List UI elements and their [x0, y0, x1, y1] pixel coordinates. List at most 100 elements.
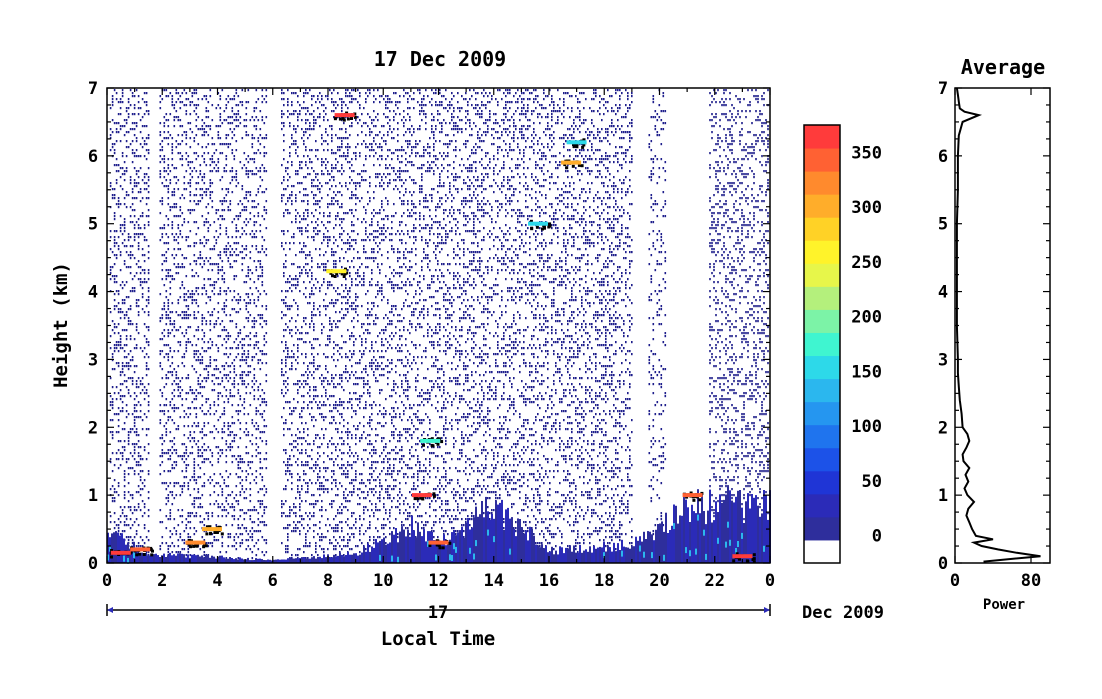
- noise-cell: [349, 401, 351, 404]
- noise-cell: [245, 134, 248, 137]
- noise-cell: [259, 167, 262, 170]
- noise-cell: [249, 332, 252, 335]
- noise-cell: [303, 143, 305, 146]
- noise-cell: [353, 491, 355, 494]
- noise-cell: [263, 137, 266, 140]
- noise-cell: [311, 515, 313, 518]
- noise-cell: [285, 242, 287, 245]
- noise-cell: [143, 269, 146, 272]
- noise-cell: [315, 395, 317, 398]
- noise-cell: [145, 458, 148, 461]
- noise-cell: [347, 188, 349, 191]
- noise-cell: [261, 353, 264, 356]
- noise-cell: [145, 536, 148, 539]
- noise-cell: [223, 209, 226, 212]
- noise-cell: [127, 536, 130, 539]
- noise-cell: [137, 332, 140, 335]
- noise-cell: [181, 509, 184, 512]
- noise-cell: [281, 200, 283, 203]
- noise-cell: [133, 473, 136, 476]
- noise-cell: [257, 275, 260, 278]
- noise-cell: [245, 113, 248, 116]
- noise-cell: [281, 362, 283, 365]
- noise-cell: [241, 89, 244, 92]
- noise-cell: [245, 191, 248, 194]
- noise-cell: [355, 371, 357, 374]
- noise-cell: [327, 143, 329, 146]
- noise-cell: [333, 377, 335, 380]
- noise-cell: [131, 455, 134, 458]
- noise-cell: [121, 452, 124, 455]
- noise-cell: [145, 173, 148, 176]
- noise-cell: [301, 485, 303, 488]
- noise-cell: [219, 506, 222, 509]
- noise-cell: [177, 188, 180, 191]
- noise-cell: [167, 143, 170, 146]
- noise-cell: [179, 95, 182, 98]
- noise-cell: [161, 158, 164, 161]
- noise-cell: [263, 521, 266, 524]
- noise-cell: [117, 164, 120, 167]
- noise-cell: [209, 482, 212, 485]
- noise-cell: [359, 350, 361, 353]
- noise-cell: [173, 278, 176, 281]
- noise-cell: [229, 116, 232, 119]
- noise-cell: [333, 251, 335, 254]
- noise-cell: [305, 380, 307, 383]
- noise-cell: [303, 464, 305, 467]
- noise-cell: [187, 551, 190, 554]
- noise-cell: [347, 500, 349, 503]
- noise-cell: [139, 416, 142, 419]
- noise-cell: [225, 137, 228, 140]
- noise-cell: [207, 341, 210, 344]
- noise-cell: [297, 464, 299, 467]
- noise-cell: [197, 383, 200, 386]
- noise-cell: [189, 128, 192, 131]
- noise-cell: [281, 341, 283, 344]
- noise-cell: [169, 458, 172, 461]
- noise-cell: [161, 338, 164, 341]
- noise-cell: [123, 449, 126, 452]
- noise-cell: [311, 272, 313, 275]
- noise-cell: [167, 356, 170, 359]
- noise-cell: [189, 122, 192, 125]
- noise-cell: [195, 104, 198, 107]
- noise-cell: [239, 395, 242, 398]
- noise-cell: [347, 518, 349, 521]
- noise-cell: [357, 455, 359, 458]
- noise-cell: [221, 515, 224, 518]
- noise-cell: [289, 176, 291, 179]
- noise-cell: [177, 428, 180, 431]
- noise-cell: [221, 320, 224, 323]
- noise-cell: [355, 239, 357, 242]
- noise-cell: [285, 203, 287, 206]
- noise-cell: [371, 119, 373, 122]
- noise-cell: [197, 182, 200, 185]
- noise-cell: [119, 515, 122, 518]
- noise-cell: [195, 359, 198, 362]
- noise-cell: [123, 515, 126, 518]
- noise-cell: [295, 359, 297, 362]
- noise-cell: [253, 398, 256, 401]
- noise-cell: [125, 191, 128, 194]
- noise-cell: [253, 368, 256, 371]
- noise-cell: [109, 515, 112, 518]
- noise-cell: [297, 116, 299, 119]
- noise-cell: [165, 269, 168, 272]
- noise-cell: [261, 248, 264, 251]
- noise-cell: [133, 521, 136, 524]
- noise-cell: [351, 479, 353, 482]
- noise-cell: [173, 263, 176, 266]
- noise-cell: [123, 227, 126, 230]
- noise-cell: [321, 536, 323, 539]
- noise-cell: [165, 311, 168, 314]
- noise-cell: [293, 263, 295, 266]
- noise-cell: [113, 281, 116, 284]
- noise-cell: [187, 392, 190, 395]
- noise-cell: [281, 245, 283, 248]
- noise-cell: [249, 338, 252, 341]
- noise-cell: [139, 155, 142, 158]
- noise-cell: [173, 188, 176, 191]
- noise-cell: [195, 89, 198, 92]
- noise-cell: [171, 146, 174, 149]
